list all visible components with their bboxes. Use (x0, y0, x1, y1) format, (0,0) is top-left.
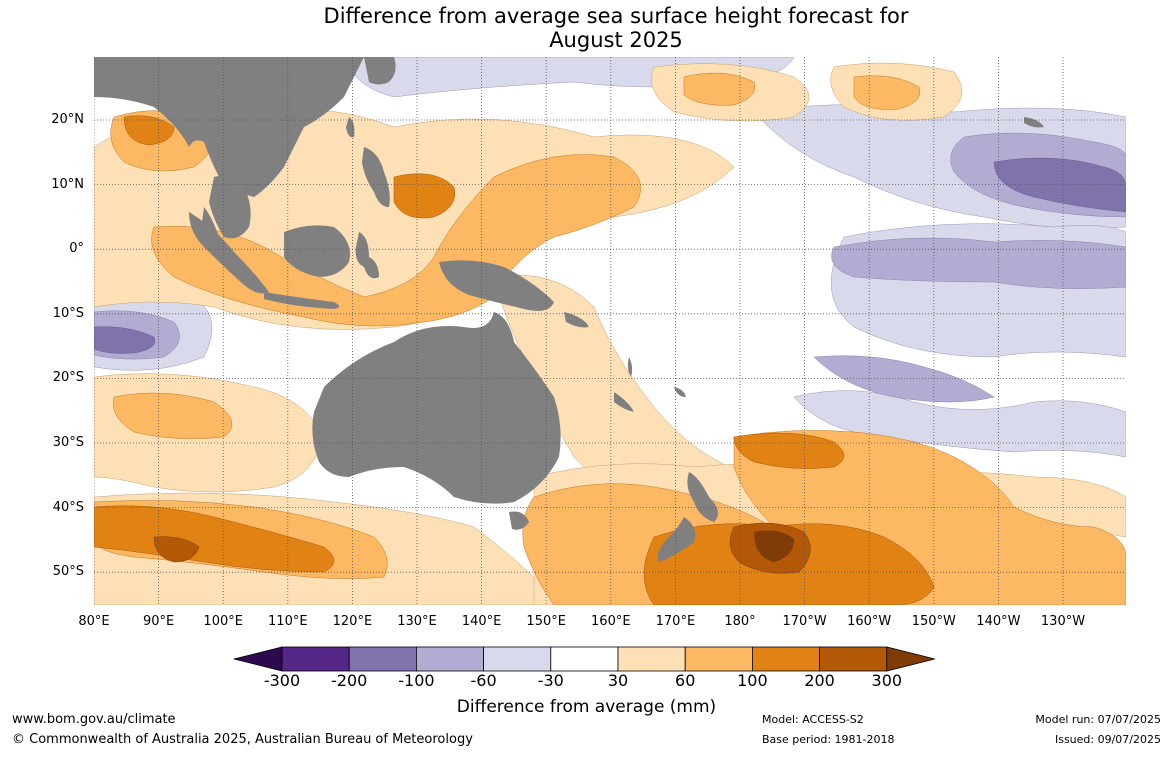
land-vanuatu (627, 357, 633, 377)
model-run-text: Model run: 07/07/2025 (1035, 713, 1161, 726)
colorbar-tick-label: -30 (537, 671, 564, 690)
longitude-label: 130°W (1040, 614, 1086, 629)
contour-60-north-pacific (683, 72, 756, 106)
colorbar-swatch (752, 646, 821, 672)
colorbar-max-arrow (886, 646, 935, 672)
anomaly-map[interactable] (94, 57, 1126, 605)
colorbar-swatch (281, 646, 350, 672)
website-link[interactable]: www.bom.gov.au/climate (12, 712, 176, 727)
land-asia (94, 57, 364, 197)
issued-text: Issued: 09/07/2025 (1054, 733, 1161, 746)
map-title: Difference from average sea surface heig… (0, 4, 1173, 52)
land-new-guinea (439, 260, 554, 311)
colorbar-swatch (415, 646, 484, 672)
land-hawaii (1024, 117, 1044, 128)
colorbar-tick-label: 60 (675, 671, 696, 690)
longitude-label: 150°E (526, 614, 566, 629)
colorbar-min-arrow (233, 646, 283, 672)
longitude-label: 140°E (461, 614, 502, 629)
colorbar-swatch (550, 646, 619, 672)
latitude-label: 50°S (52, 564, 84, 580)
contour-neg60-equatorial-pacific (831, 237, 1126, 289)
longitude-label: 170°W (782, 614, 827, 629)
land-indochina (209, 175, 251, 239)
land-malay-peninsula (202, 207, 244, 269)
colorbar-tick-label: 300 (871, 671, 903, 690)
land-nz-north (687, 472, 718, 522)
land-tasmania (509, 511, 529, 530)
latitude-label: 20°N (51, 112, 84, 127)
land-japan (364, 57, 396, 85)
base-period-text: Base period: 1981-2018 (762, 733, 895, 746)
colorbar-swatch (819, 646, 888, 672)
colorbar-tick-label: 200 (804, 671, 835, 690)
latitude-label: 10°N (51, 176, 84, 192)
longitude-label: 150°W (911, 614, 956, 629)
colorbar-graphic (233, 646, 935, 672)
colorbar-tick-label: -60 (470, 671, 497, 690)
land-borneo (284, 225, 350, 277)
longitude-label: 160°W (847, 614, 892, 629)
contour-200-southern-indian (153, 536, 200, 563)
land-sumatra (189, 212, 269, 294)
map-panel[interactable] (94, 57, 1126, 605)
contour-300-south-pacific (754, 530, 794, 562)
model-text: Model: ACCESS-S2 (762, 713, 864, 726)
contour-neg60-central-south (813, 355, 995, 403)
graticule (94, 57, 1126, 605)
latitude-label: 30°S (52, 435, 84, 450)
colorbar-tick-label: -200 (331, 671, 368, 690)
longitude-label: 160°E (591, 614, 631, 629)
longitude-label: 100°E (203, 614, 243, 629)
longitude-label: 110°E (268, 614, 308, 629)
land-nz-south (657, 517, 696, 562)
latitude-label: 40°S (52, 499, 84, 515)
land-new-caledonia (614, 392, 634, 412)
contour-neg100-east-indian (94, 326, 156, 354)
colorbar-title: Difference from average (mm) (456, 697, 717, 717)
colorbar-swatch (348, 646, 417, 672)
latitude-label: 0° (69, 241, 84, 257)
longitude-label: 170°E (655, 614, 696, 629)
longitude-label: 130°E (397, 614, 437, 629)
colorbar-swatch (483, 646, 552, 672)
colorbar-tick-label: 100 (737, 671, 768, 690)
copyright-text: © Commonwealth of Australia 2025, Austra… (12, 732, 473, 747)
title-line-1: Difference from average sea surface heig… (323, 4, 909, 28)
longitude-label: 180° (724, 614, 756, 629)
longitude-label: 120°E (332, 614, 373, 629)
colorbar-tick-label: -300 (263, 671, 301, 690)
colorbar-swatch (684, 646, 753, 672)
land-fiji (674, 387, 686, 397)
colorbar (232, 645, 942, 673)
land-philippines (362, 147, 390, 207)
land-sulawesi (355, 232, 379, 279)
title-line-2: August 2025 (549, 28, 683, 52)
land-australia (312, 312, 561, 504)
latitude-label: 10°S (52, 305, 84, 321)
colorbar-tick-label: 30 (607, 671, 629, 690)
land-masses (94, 57, 1044, 562)
latitude-label: 20°S (52, 370, 84, 386)
contour-100-north-philippines (123, 115, 175, 146)
longitude-label: 80°E (78, 614, 110, 629)
contour-60-north-central (853, 75, 921, 110)
colorbar-swatch (617, 646, 686, 672)
contour-100-south-tasman (733, 432, 845, 469)
longitude-label: 90°E (142, 614, 175, 629)
colorbar-tick-label: -100 (398, 671, 435, 690)
longitude-label: 140°W (976, 614, 1021, 629)
land-solomon (564, 312, 589, 328)
contour-60-maritime-continent (151, 154, 641, 327)
land-java (264, 292, 339, 309)
contour-60-indian-middle (112, 392, 233, 439)
